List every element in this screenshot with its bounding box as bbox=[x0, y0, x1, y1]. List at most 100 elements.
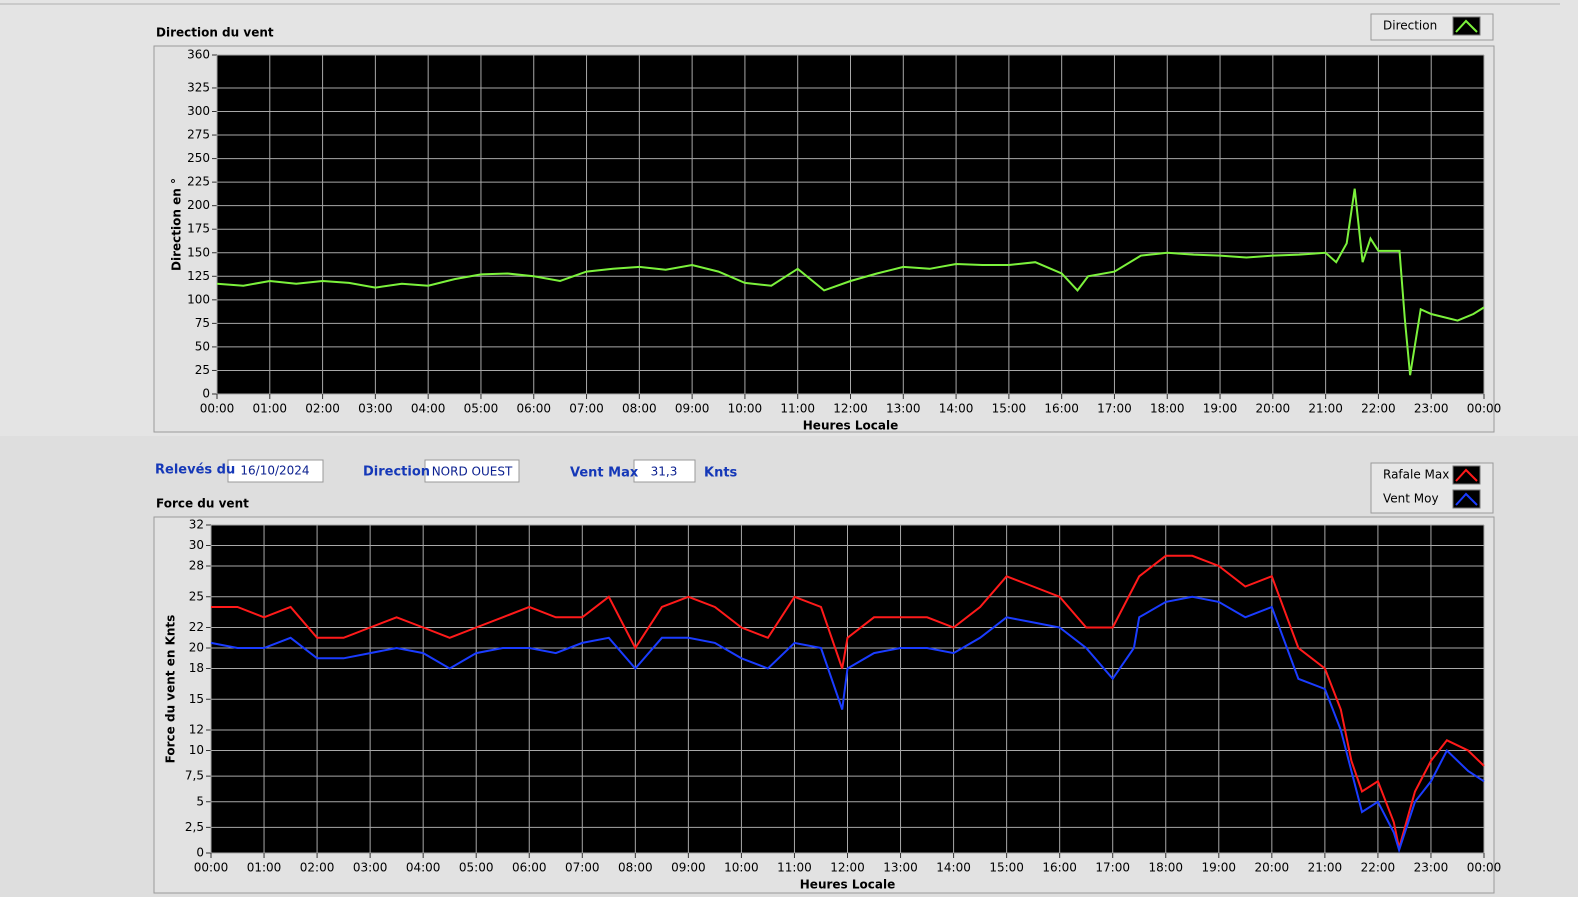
x-tick-label: 12:00 bbox=[830, 861, 865, 875]
x-tick-label: 18:00 bbox=[1150, 402, 1185, 416]
direction-label: Direction bbox=[363, 465, 430, 480]
date-value: 16/10/2024 bbox=[240, 464, 309, 478]
y-tick-label: 250 bbox=[187, 151, 210, 165]
x-tick-label: 06:00 bbox=[512, 861, 547, 875]
x-tick-label: 06:00 bbox=[516, 402, 551, 416]
y-tick-label: 25 bbox=[195, 363, 210, 377]
max-label: Vent Max bbox=[570, 466, 639, 481]
x-tick-label: 23:00 bbox=[1414, 402, 1449, 416]
x-tick-label: 00:00 bbox=[200, 402, 235, 416]
data-line bbox=[216, 188, 1485, 376]
chart-title: Direction du vent bbox=[156, 26, 274, 40]
legend-swatch bbox=[1452, 16, 1481, 36]
legend-swatch bbox=[1452, 465, 1481, 485]
x-tick-label: 01:00 bbox=[247, 861, 282, 875]
legend-line bbox=[1455, 19, 1478, 33]
x-tick-label: 04:00 bbox=[406, 861, 441, 875]
y-tick-label: 360 bbox=[187, 48, 210, 62]
x-tick-label: 03:00 bbox=[353, 861, 388, 875]
y-tick-label: 28 bbox=[189, 559, 204, 573]
x-tick-label: 12:00 bbox=[833, 402, 868, 416]
x-axis-label: Heures Locale bbox=[800, 878, 895, 892]
y-tick-label: 12 bbox=[189, 723, 204, 737]
direction-value: NORD OUEST bbox=[432, 465, 513, 479]
x-tick-label: 09:00 bbox=[671, 861, 706, 875]
y-tick-label: 50 bbox=[195, 339, 210, 353]
y-tick-label: 325 bbox=[187, 80, 210, 94]
unit-label: Knts bbox=[704, 466, 738, 481]
y-tick-label: 5 bbox=[196, 794, 204, 808]
x-tick-label: 00:00 bbox=[1467, 402, 1502, 416]
x-tick-label: 19:00 bbox=[1203, 402, 1238, 416]
y-tick-label: 125 bbox=[187, 269, 210, 283]
y-tick-label: 300 bbox=[187, 104, 210, 118]
x-tick-label: 22:00 bbox=[1361, 861, 1396, 875]
x-tick-label: 15:00 bbox=[989, 861, 1024, 875]
x-tick-label: 05:00 bbox=[464, 402, 499, 416]
data-line bbox=[210, 595, 1485, 854]
chart-title: Force du vent bbox=[156, 497, 249, 511]
x-tick-label: 02:00 bbox=[305, 402, 340, 416]
legend-line bbox=[1455, 492, 1478, 506]
y-tick-label: 150 bbox=[187, 245, 210, 259]
x-tick-label: 10:00 bbox=[724, 861, 759, 875]
x-tick-label: 00:00 bbox=[194, 861, 229, 875]
x-tick-label: 08:00 bbox=[618, 861, 653, 875]
y-tick-label: 0 bbox=[196, 846, 204, 860]
y-tick-label: 175 bbox=[187, 222, 210, 236]
y-tick-label: 20 bbox=[189, 641, 204, 655]
y-tick-label: 225 bbox=[187, 175, 210, 189]
x-tick-label: 08:00 bbox=[622, 402, 657, 416]
legend-label: Vent Moy bbox=[1383, 492, 1439, 506]
x-tick-label: 05:00 bbox=[459, 861, 494, 875]
x-tick-label: 23:00 bbox=[1414, 861, 1449, 875]
x-tick-label: 22:00 bbox=[1361, 402, 1396, 416]
y-tick-label: 100 bbox=[187, 292, 210, 306]
x-tick-label: 04:00 bbox=[411, 402, 446, 416]
x-tick-label: 09:00 bbox=[675, 402, 710, 416]
x-tick-label: 11:00 bbox=[780, 402, 815, 416]
y-tick-label: 25 bbox=[189, 589, 204, 603]
x-tick-label: 02:00 bbox=[300, 861, 335, 875]
x-tick-label: 21:00 bbox=[1308, 402, 1343, 416]
x-tick-label: 07:00 bbox=[569, 402, 604, 416]
y-tick-label: 18 bbox=[189, 661, 204, 675]
x-tick-label: 17:00 bbox=[1097, 402, 1132, 416]
max-value: 31,3 bbox=[651, 465, 678, 479]
x-tick-label: 10:00 bbox=[728, 402, 763, 416]
x-tick-label: 00:00 bbox=[1467, 861, 1502, 875]
x-tick-label: 13:00 bbox=[886, 402, 921, 416]
y-tick-label: 32 bbox=[189, 518, 204, 532]
x-tick-label: 16:00 bbox=[1044, 402, 1079, 416]
y-tick-label: 30 bbox=[189, 538, 204, 552]
max-box[interactable] bbox=[633, 459, 696, 483]
x-tick-label: 14:00 bbox=[939, 402, 974, 416]
y-tick-label: 10 bbox=[189, 743, 204, 757]
y-tick-label: 275 bbox=[187, 128, 210, 142]
data-line bbox=[211, 554, 1485, 849]
x-tick-label: 01:00 bbox=[252, 402, 287, 416]
y-tick-label: 15 bbox=[189, 692, 204, 706]
x-tick-label: 15:00 bbox=[992, 402, 1027, 416]
date-label: Relevés du bbox=[155, 463, 235, 478]
y-tick-label: 0 bbox=[202, 387, 210, 401]
date-box[interactable] bbox=[227, 459, 324, 483]
y-tick-label: 200 bbox=[187, 198, 210, 212]
x-tick-label: 21:00 bbox=[1308, 861, 1343, 875]
x-tick-label: 07:00 bbox=[565, 861, 600, 875]
x-tick-label: 17:00 bbox=[1095, 861, 1130, 875]
legend-label: Direction bbox=[1383, 19, 1437, 33]
x-tick-label: 14:00 bbox=[936, 861, 971, 875]
y-axis-label: Direction en ° bbox=[170, 178, 184, 271]
y-tick-label: 22 bbox=[189, 620, 204, 634]
x-tick-label: 20:00 bbox=[1256, 402, 1291, 416]
x-tick-label: 18:00 bbox=[1148, 861, 1183, 875]
legend-line bbox=[1455, 468, 1478, 482]
legend-label: Rafale Max bbox=[1383, 468, 1449, 482]
y-tick-label: 2,5 bbox=[185, 820, 204, 834]
y-tick-label: 7,5 bbox=[185, 769, 204, 783]
x-tick-label: 16:00 bbox=[1042, 861, 1077, 875]
direction-box[interactable] bbox=[424, 459, 520, 483]
x-tick-label: 11:00 bbox=[777, 861, 812, 875]
